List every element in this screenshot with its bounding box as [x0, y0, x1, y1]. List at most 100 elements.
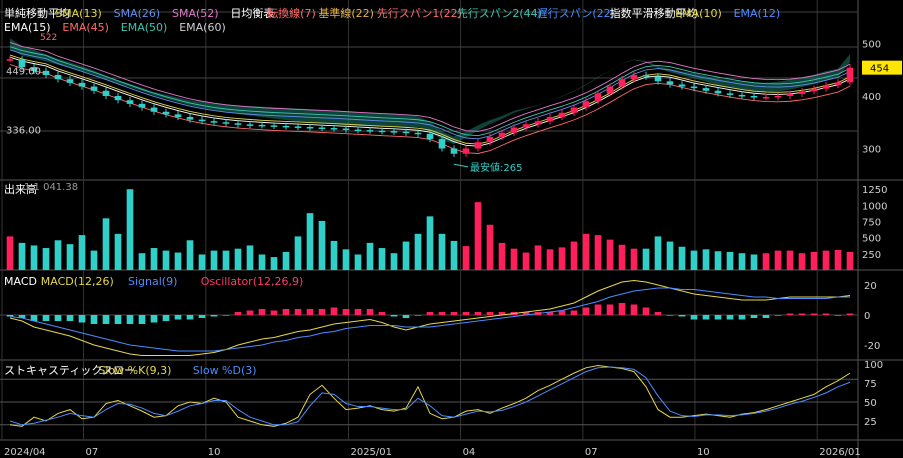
legend-entry: MACD(12,26): [41, 275, 114, 288]
macd-oscillator-bar: [246, 310, 254, 315]
volume-bar: [810, 251, 818, 270]
legend-entry: SMA(52): [172, 7, 219, 20]
macd-oscillator-bar: [114, 315, 122, 324]
legend-entry: 単純移動平均: [4, 6, 70, 20]
candle-body: [18, 59, 26, 68]
legend-entry: 転換線(7): [267, 6, 316, 20]
macd-oscillator-bar: [270, 310, 278, 315]
macd-oscillator-bar: [282, 309, 290, 315]
volume-bar: [702, 249, 710, 270]
candle-body: [510, 127, 518, 133]
volume-bar: [534, 245, 542, 270]
macd-oscillator-bar: [774, 315, 782, 316]
stoch-tick: 50: [864, 398, 877, 409]
volume-bar: [630, 248, 638, 270]
candle-body: [570, 107, 578, 113]
stoch-tick: 100: [864, 360, 883, 371]
volume-bar: [222, 250, 230, 270]
macd-oscillator-bar: [426, 312, 434, 315]
candle-body: [498, 132, 506, 137]
candle-body: [390, 131, 398, 133]
volume-bar: [318, 220, 326, 270]
candle-body: [810, 88, 818, 92]
macd-line: [9, 279, 851, 356]
legend-entry: SMA(13): [55, 7, 102, 20]
x-axis-label: 07: [585, 447, 598, 458]
macd-oscillator-bar: [750, 315, 758, 318]
low-annotation-pointer: [453, 163, 469, 168]
volume-bar: [618, 244, 626, 270]
macd-oscillator-bar: [402, 315, 410, 318]
volume-tick: 500: [862, 234, 881, 245]
volume-bar: [294, 236, 302, 270]
x-axis-label: 2026/01: [819, 447, 861, 458]
volume-bar: [582, 233, 590, 270]
volume-bar: [450, 240, 458, 270]
legend-entry: 先行スパン1(22): [377, 7, 462, 20]
candle-body: [234, 123, 242, 125]
volume-bar: [678, 246, 686, 270]
axes: 2024/04 07 10 2025/01 04 07 10 2026/01500400300…: [4, 40, 902, 458]
legend-entry: 基準線(22): [318, 6, 374, 20]
volume-bar: [138, 253, 146, 270]
candle-body: [42, 70, 50, 75]
candle-body: [402, 131, 410, 134]
candle-body: [222, 122, 230, 124]
candle-body: [702, 88, 710, 91]
volume-bar: [54, 240, 62, 270]
macd-oscillator-bar: [354, 309, 362, 315]
volume-bar: [834, 249, 842, 270]
macd-oscillator-bar: [330, 307, 338, 315]
candle-body: [834, 82, 842, 85]
macd-oscillator-bar: [198, 315, 206, 318]
volume-bar: [822, 250, 830, 270]
volume-tick: 250: [862, 250, 881, 261]
price-tick: 500: [862, 40, 881, 51]
macd-oscillator-bar: [42, 315, 50, 321]
candle-body: [462, 148, 470, 154]
candle-body: [414, 132, 422, 135]
candle-body: [174, 114, 182, 117]
volume-bar: [414, 233, 422, 270]
macd-oscillator-bar: [522, 312, 530, 315]
macd-oscillator-bar: [378, 312, 386, 315]
macd-tick: 0: [864, 311, 870, 322]
volume-bar: [774, 250, 782, 270]
macd-oscillator-bar: [714, 315, 722, 320]
macd-oscillator-bar: [366, 309, 374, 315]
candle-body: [474, 142, 482, 149]
candle-body: [318, 127, 326, 129]
candle-body: [654, 76, 662, 82]
candle-body: [270, 125, 278, 127]
sma-13-line: [9, 54, 851, 145]
volume-bar: [102, 218, 110, 270]
stoch-tick: 25: [864, 417, 877, 428]
volume-bar: [78, 235, 86, 270]
macd-oscillator-bar: [726, 315, 734, 320]
candle-body: [6, 59, 14, 61]
volume-bar: [330, 240, 338, 270]
macd-oscillator-bar: [738, 315, 746, 320]
legend-entry: Signal(9): [128, 275, 177, 288]
volume-bar: [642, 248, 650, 270]
volume-bar: [546, 249, 554, 270]
volume-bar: [282, 251, 290, 270]
macd-oscillator-bar: [666, 315, 674, 316]
candle-body: [282, 125, 290, 128]
candle-body: [294, 126, 302, 128]
macd-oscillator-bar: [642, 307, 650, 315]
price-panel: 最安値:265: [6, 38, 854, 174]
volume-bar: [426, 216, 434, 270]
volume-bar: [390, 253, 398, 270]
candle-body: [54, 75, 62, 80]
volume-tick: 750: [862, 218, 881, 229]
candle-body: [102, 90, 110, 96]
volume-tick: 1250: [862, 185, 887, 196]
legend-entry: EMA(12): [734, 7, 781, 20]
volume-bar: [378, 248, 386, 270]
candle-body: [198, 119, 206, 122]
candle-body: [90, 86, 98, 91]
candle-body: [822, 84, 830, 89]
candle-body: [714, 90, 722, 94]
